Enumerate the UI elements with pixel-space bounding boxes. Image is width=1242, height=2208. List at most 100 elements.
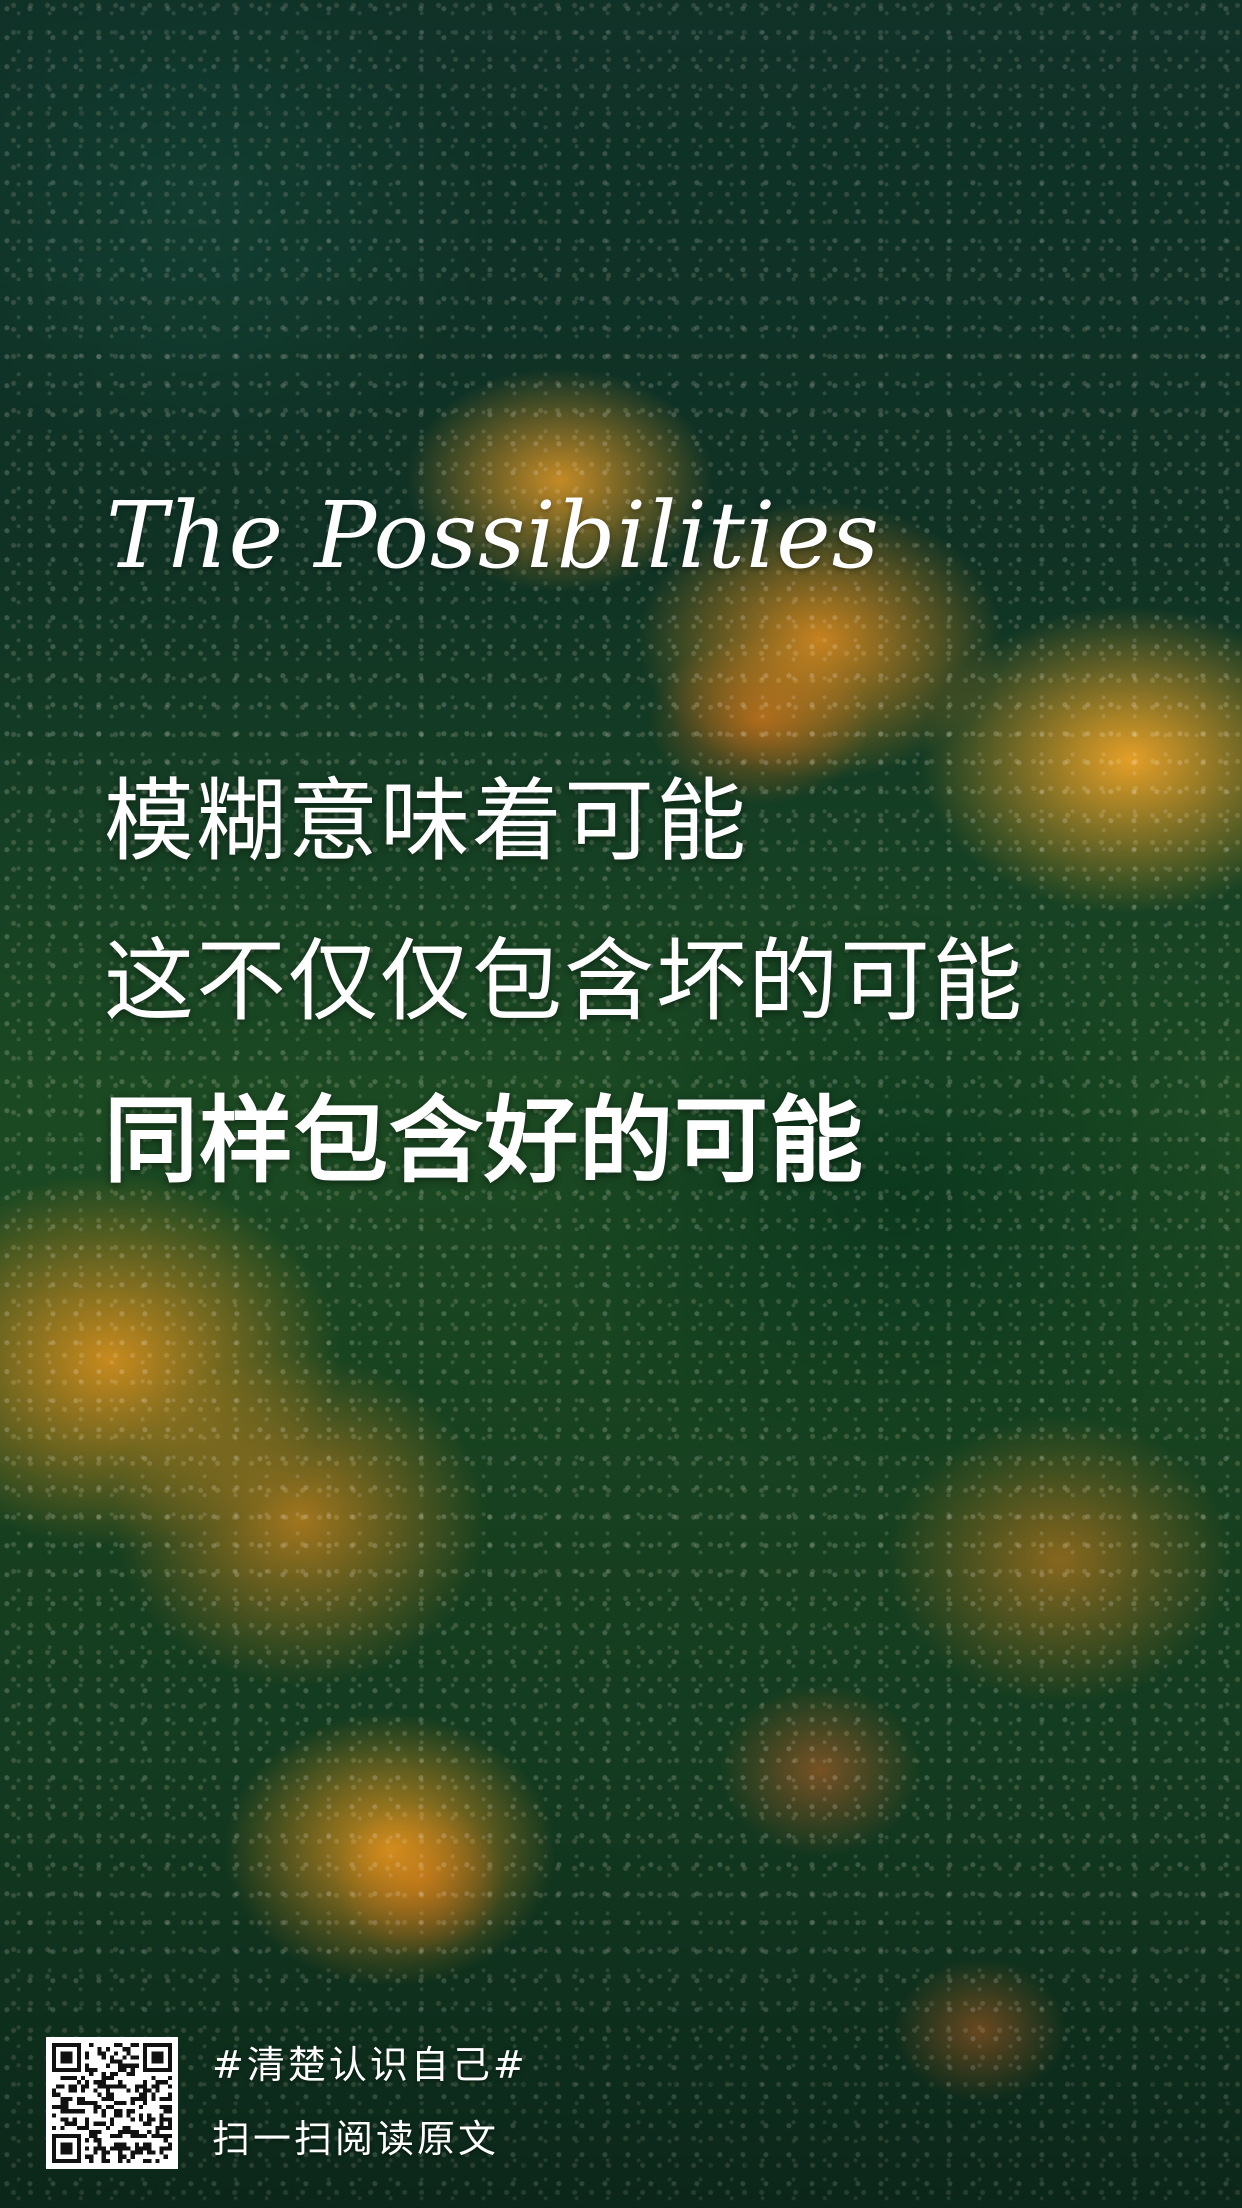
qr-module: [93, 2100, 98, 2105]
qr-module: [118, 2067, 123, 2072]
qr-module: [147, 2088, 152, 2093]
qr-module: [93, 2108, 98, 2113]
qr-module: [151, 2092, 156, 2097]
qr-module: [126, 2050, 131, 2055]
qr-module: [126, 2108, 131, 2113]
qr-module: [163, 2079, 168, 2084]
hashtag-text: #清楚认识自己#: [212, 2042, 528, 2087]
qr-module: [147, 2141, 152, 2146]
qr-module: [138, 2116, 144, 2122]
qr-module: [163, 2137, 168, 2142]
qr-module: [97, 2145, 102, 2151]
qr-module: [155, 2088, 160, 2093]
qr-module: [130, 2042, 135, 2047]
qr-module: [167, 2116, 172, 2122]
qr-module: [163, 2154, 168, 2159]
qr-module: [147, 2145, 152, 2151]
qr-module: [60, 2083, 65, 2089]
qr-module: [151, 2150, 156, 2155]
qr-module: [109, 2116, 115, 2122]
qr-module: [118, 2154, 123, 2159]
qr-module: [97, 2121, 102, 2126]
qr-module: [130, 2108, 135, 2113]
qr-module: [60, 2075, 65, 2080]
qr-module: [118, 2129, 123, 2134]
qr-module: [68, 2075, 73, 2080]
qr-module: [167, 2125, 172, 2130]
qr-module: [89, 2100, 94, 2105]
qr-module: [159, 2133, 164, 2138]
qr-module: [118, 2158, 123, 2163]
qr-module: [114, 2050, 119, 2055]
qr-module: [126, 2125, 131, 2130]
qr-module: [114, 2133, 119, 2138]
qr-module: [109, 2092, 115, 2097]
qr-module: [72, 2108, 77, 2113]
qr-module: [93, 2104, 98, 2109]
qr-module: [89, 2042, 94, 2047]
qr-module: [80, 2088, 86, 2093]
qr-code-icon[interactable]: [46, 2036, 178, 2169]
qr-module: [97, 2092, 102, 2097]
qr-module: [155, 2158, 160, 2163]
qr-module: [64, 2104, 69, 2109]
scan-read-original-text[interactable]: 扫一扫阅读原文: [212, 2116, 500, 2161]
qr-code-graphic: [52, 2042, 172, 2163]
qr-module: [118, 2079, 123, 2084]
qr-module: [60, 2104, 65, 2109]
qr-module: [151, 2116, 156, 2122]
qr-module: [126, 2071, 131, 2076]
qr-module: [72, 2075, 77, 2080]
qr-module: [97, 2104, 102, 2109]
qr-module: [167, 2075, 172, 2080]
qr-module: [130, 2116, 135, 2122]
qr-module: [68, 2083, 73, 2089]
qr-module: [72, 2088, 77, 2093]
qr-module: [143, 2088, 148, 2093]
qr-module: [105, 2096, 110, 2101]
qr-module: [101, 2096, 106, 2101]
qr-module: [134, 2054, 139, 2060]
qr-module: [147, 2158, 152, 2163]
qr-module: [167, 2108, 172, 2113]
qr-module: [109, 2104, 115, 2109]
qr-module: [134, 2063, 139, 2068]
qr-module: [109, 2121, 115, 2126]
qr-module: [163, 2104, 168, 2109]
qr-module: [143, 2121, 148, 2126]
qr-module: [130, 2133, 135, 2138]
qr-module: [159, 2150, 164, 2155]
qr-module: [85, 2079, 90, 2084]
qr-module: [163, 2116, 168, 2122]
qr-module: [85, 2121, 90, 2126]
qr-module: [93, 2150, 98, 2155]
script-title: The Possibilities: [106, 482, 880, 589]
qr-module: [85, 2116, 90, 2122]
qr-module: [52, 2125, 57, 2130]
qr-module: [155, 2129, 160, 2134]
qr-module: [155, 2079, 160, 2084]
qr-module: [72, 2083, 77, 2089]
qr-module: [114, 2108, 119, 2113]
qr-module: [114, 2145, 119, 2151]
qr-module: [89, 2071, 94, 2076]
qr-module: [122, 2063, 127, 2068]
qr-module: [101, 2075, 106, 2080]
qr-module: [159, 2121, 164, 2126]
qr-module: [147, 2112, 152, 2117]
qr-module: [114, 2141, 119, 2146]
qr-module: [89, 2154, 94, 2159]
qr-module: [93, 2133, 98, 2138]
qr-module: [114, 2059, 119, 2064]
qr-module: [118, 2145, 123, 2151]
qr-module: [105, 2083, 110, 2089]
qr-module: [60, 2108, 65, 2113]
qr-module: [134, 2150, 139, 2155]
qr-module: [138, 2104, 144, 2109]
qr-module: [143, 2100, 148, 2105]
qr-module: [114, 2071, 119, 2076]
qr-module: [97, 2046, 102, 2051]
qr-module: [122, 2100, 127, 2105]
qr-module: [60, 2125, 65, 2130]
qr-module: [93, 2088, 98, 2093]
